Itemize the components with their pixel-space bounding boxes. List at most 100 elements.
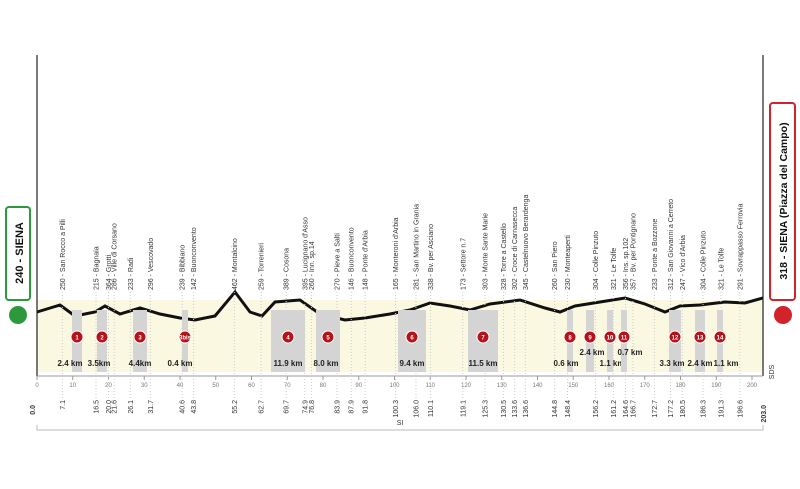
- km-tick-label: 80: [320, 383, 327, 389]
- km-tick-label: 20: [105, 383, 112, 389]
- waypoint-km: 16.5: [93, 400, 100, 414]
- waypoint-name: 321 - Le Tolfe: [611, 248, 618, 290]
- sector-marker: [713, 330, 727, 344]
- sector-length: 9.4 km: [400, 359, 425, 368]
- sector-id: 14: [717, 336, 724, 342]
- bottom-note: SI: [397, 420, 404, 427]
- waypoint-km: 110.1: [428, 400, 435, 417]
- waypoint-km: 133.6: [512, 400, 519, 418]
- sector-length: 2.4 km: [580, 348, 605, 357]
- waypoint-name: 260 - Inn. sp.14: [309, 241, 316, 290]
- sector-id: 9: [588, 336, 592, 342]
- sector-length: 11.5 km: [469, 359, 498, 368]
- sector-id: 1: [75, 336, 79, 342]
- waypoint-name: 304 - Colle Pinzuto: [701, 231, 708, 290]
- waypoint-km: 43.8: [191, 400, 198, 414]
- sector-length: 0.6 km: [554, 359, 579, 368]
- waypoint-km: 100.3: [393, 400, 400, 418]
- km-tick-label: 90: [355, 383, 362, 389]
- km-tick-label: 150: [568, 383, 579, 389]
- waypoint-km: 196.6: [737, 400, 744, 418]
- waypoint-name: 338 - Bv. per Asciano: [428, 224, 435, 290]
- waypoint-km: 62.7: [259, 400, 266, 414]
- waypoint-km: 191.3: [718, 400, 725, 418]
- waypoint-km: 186.3: [701, 400, 708, 418]
- waypoint-name: 260 - San Piero: [552, 241, 559, 290]
- waypoint-name: 142 - Buonconvento: [191, 227, 198, 290]
- sector-length: 2.4 km: [58, 359, 83, 368]
- sector-id: 2: [100, 336, 104, 342]
- sector-marker: [668, 330, 682, 344]
- sector-length: 3.3 km: [660, 359, 685, 368]
- waypoint-km: 31.7: [148, 400, 155, 414]
- waypoint-km: 91.8: [363, 400, 370, 414]
- sector-length: 8.0 km: [314, 359, 339, 368]
- waypoint-km: 180.5: [680, 400, 687, 418]
- km-tick-label: 130: [497, 383, 508, 389]
- sector-id: 4: [286, 336, 290, 342]
- waypoint-name: 321 - Le Tolfe: [718, 248, 725, 290]
- waypoint-name: 281 - San Martino in Grania: [413, 204, 420, 290]
- sector-id: 13: [697, 336, 704, 342]
- sector-id: 8: [568, 336, 572, 342]
- waypoint-name: 357 - Bv. per Pontignano: [630, 213, 637, 290]
- sector-id: 12: [672, 336, 679, 342]
- waypoint-name: 146 - Buonconvento: [349, 227, 356, 290]
- waypoint-km: 156.2: [593, 400, 600, 418]
- start-label: 240 - SIENA: [14, 222, 26, 284]
- sector-marker: [693, 330, 707, 344]
- waypoint-name: 165 - Monteroni d'Arbia: [393, 217, 400, 290]
- waypoint-km: 164.6: [623, 400, 630, 418]
- sector-marker: [70, 330, 84, 344]
- waypoint-name: 303 - Monte Sante Marie: [482, 213, 489, 290]
- sector-id: 5: [326, 336, 330, 342]
- sector-marker: [321, 330, 335, 344]
- waypoint-km: 148.4: [565, 400, 572, 418]
- sector-length: 2.4 km: [688, 359, 713, 368]
- sector-marker: [617, 330, 631, 344]
- sector-length: 1.1 km: [600, 359, 625, 368]
- waypoint-name: 233 - Radi: [128, 257, 135, 290]
- waypoint-km: 166.7: [630, 400, 637, 418]
- sector-id: 7: [481, 336, 485, 342]
- waypoint-km: 125.3: [482, 400, 489, 418]
- km-tick-label: 140: [532, 383, 543, 389]
- sector-marker: [178, 330, 192, 344]
- sector-id: 3bis: [179, 336, 192, 342]
- waypoint-name: 259 - Torrenieri: [259, 243, 266, 290]
- waypoint-name: 291 - Sovrappasso Ferrovia: [737, 204, 744, 290]
- sector-length: 3.5km: [88, 359, 111, 368]
- sector-length: 0.7 km: [618, 348, 643, 357]
- sector-marker: [583, 330, 597, 344]
- km-tick-label: 110: [425, 383, 435, 389]
- sector-marker: [281, 330, 295, 344]
- waypoint-km: 130.5: [501, 400, 508, 418]
- bottom-bracket: [36, 425, 764, 431]
- waypoint-km: 76.8: [309, 400, 316, 414]
- start-box: [5, 206, 31, 301]
- waypoint-km: 40.6: [180, 400, 187, 414]
- sector-marker: [133, 330, 147, 344]
- km-tick-label: 100: [389, 383, 400, 389]
- profile-line: [36, 289, 764, 322]
- km-tick-label: 180: [675, 383, 686, 389]
- waypoint-name: 148 - Ponte d'Arbia: [363, 230, 370, 290]
- waypoint-km: 87.9: [349, 400, 356, 414]
- km-tick-label: 200: [747, 383, 758, 389]
- sector-id: 11: [621, 336, 628, 342]
- finish-km: 203.0: [761, 405, 768, 423]
- waypoint-name: 239 - Bibbiano: [180, 245, 187, 290]
- waypoint-name: 328 - Torre a Castello: [501, 223, 508, 290]
- km-tick-label: 160: [604, 383, 615, 389]
- sector-id: 6: [410, 336, 414, 342]
- waypoint-name: 250 - San Rocco a Pilli: [60, 219, 67, 290]
- waypoint-name: 302 - Croce di Carnasecca: [512, 207, 519, 290]
- waypoint-km: 172.7: [652, 400, 659, 418]
- waypoint-km: 55.2: [232, 400, 239, 414]
- waypoint-name: 233 - Ponte a Bozzone: [652, 219, 659, 290]
- waypoint-name: 312 - San Giovanni a Cerreto: [668, 199, 675, 290]
- waypoint-km: 177.2: [668, 400, 675, 418]
- km-tick-label: 40: [177, 383, 184, 389]
- km-tick-label: 0: [35, 383, 39, 389]
